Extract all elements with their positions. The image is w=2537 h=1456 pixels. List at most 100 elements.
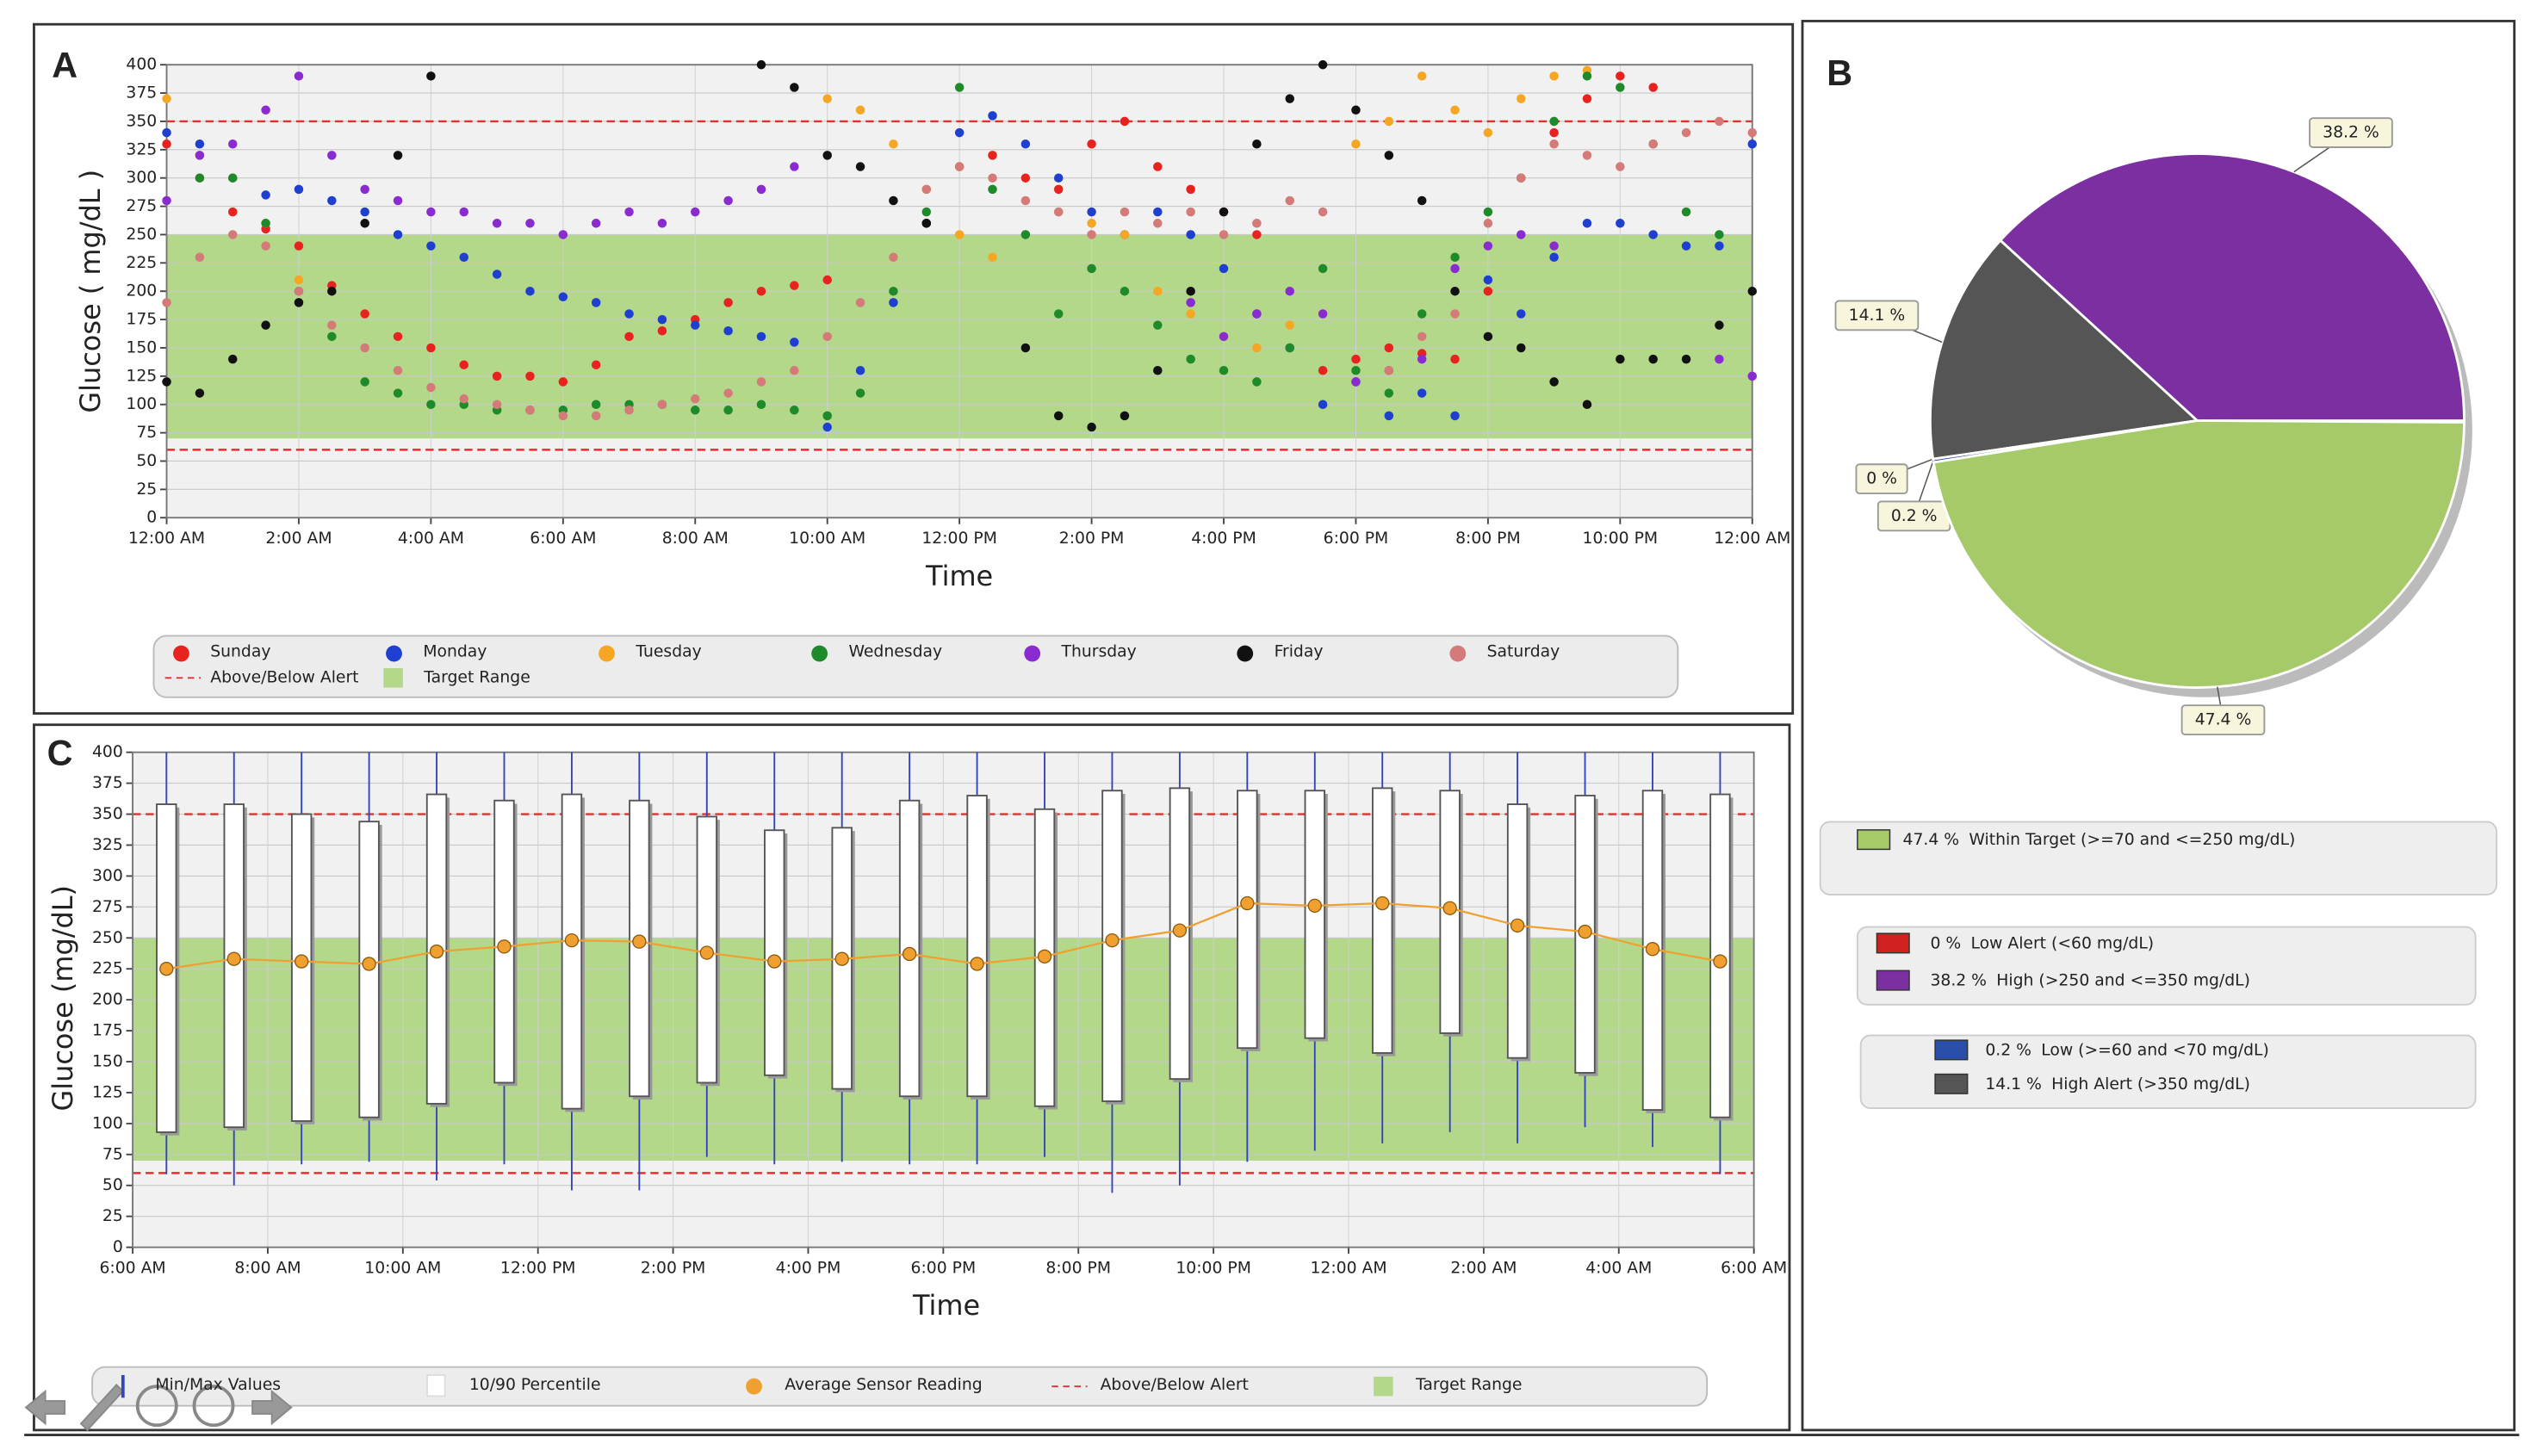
data-point — [756, 184, 766, 195]
data-point — [1483, 207, 1493, 217]
y-tick-label: 50 — [102, 1176, 123, 1194]
x-tick-label: 12:00 PM — [500, 1260, 576, 1278]
back-icon[interactable] — [24, 1389, 66, 1426]
x-tick-label: 12:00 AM — [128, 530, 205, 548]
data-point — [1417, 195, 1427, 206]
y-tick-label: 25 — [102, 1207, 123, 1225]
y-tick-label: 325 — [126, 140, 157, 158]
data-point — [294, 241, 304, 251]
x-tick-label: 6:00 PM — [1324, 530, 1389, 548]
data-point — [1219, 230, 1229, 239]
forward-icon[interactable] — [251, 1389, 293, 1426]
data-point — [921, 219, 932, 228]
mean-point — [226, 951, 241, 966]
data-point — [393, 388, 403, 398]
data-point — [162, 139, 171, 149]
data-point — [1516, 343, 1526, 353]
x-tick-label: 10:00 AM — [789, 530, 865, 548]
data-point — [624, 207, 634, 217]
y-tick-label: 200 — [92, 991, 123, 1009]
data-point — [1483, 275, 1493, 285]
view-icon[interactable] — [135, 1385, 178, 1428]
data-point — [459, 252, 469, 263]
mean-point — [1442, 901, 1457, 915]
legend-name: Low Alert (<60 mg/dL) — [1970, 934, 2154, 952]
data-point — [1252, 309, 1262, 319]
legend-marker — [173, 645, 189, 662]
y-axis-title: Glucose (mg/dL) — [47, 885, 79, 1112]
mean-point — [1037, 949, 1052, 964]
data-point — [822, 275, 832, 285]
legend-label: Average Sensor Reading — [785, 1376, 982, 1394]
legend-box — [152, 635, 1679, 698]
data-point — [756, 331, 766, 342]
data-point — [1053, 309, 1064, 319]
data-point — [624, 331, 634, 342]
more-icon[interactable] — [192, 1385, 235, 1428]
x-tick-label: 8:00 PM — [1045, 1260, 1111, 1278]
y-tick-label: 375 — [126, 84, 157, 102]
data-point — [1417, 309, 1427, 319]
legend-label: Monday — [423, 643, 487, 661]
data-point — [1020, 139, 1031, 149]
legend-marker — [1374, 1376, 1393, 1397]
data-point — [988, 111, 997, 121]
data-point — [393, 151, 403, 160]
data-point — [1351, 354, 1361, 364]
data-point — [1186, 309, 1195, 319]
data-point — [1616, 219, 1625, 228]
x-tick-label: 10:00 PM — [1583, 530, 1659, 548]
data-point — [327, 320, 337, 330]
panel-label: C — [47, 733, 73, 772]
data-point — [1516, 309, 1526, 319]
data-point — [1219, 366, 1229, 375]
data-point — [1384, 343, 1394, 353]
legend-label: Friday — [1275, 643, 1324, 661]
mean-point — [159, 962, 174, 976]
data-point — [558, 292, 568, 302]
data-point — [954, 162, 965, 171]
data-point — [822, 411, 832, 421]
data-point — [790, 281, 799, 290]
data-point — [1616, 354, 1625, 364]
data-point — [1715, 241, 1724, 251]
data-point — [1020, 230, 1031, 239]
data-point — [1715, 354, 1724, 364]
y-tick-label: 300 — [126, 169, 157, 187]
mean-point — [1645, 942, 1660, 957]
data-point — [1450, 263, 1460, 274]
data-point — [657, 219, 667, 228]
data-point — [459, 360, 469, 369]
data-point — [1053, 173, 1064, 183]
data-point — [1153, 320, 1163, 330]
data-point — [195, 139, 205, 149]
data-point — [1384, 116, 1394, 127]
legend-label: Thursday — [1061, 643, 1137, 661]
data-point — [162, 127, 171, 138]
mean-point — [564, 932, 580, 948]
y-tick-label: 100 — [92, 1114, 123, 1132]
callout-box — [1855, 463, 1908, 495]
data-point — [1582, 71, 1592, 81]
data-point — [1582, 151, 1592, 160]
data-point — [954, 83, 965, 92]
data-point — [1252, 230, 1262, 239]
data-point — [1549, 127, 1559, 138]
data-point — [1053, 207, 1064, 217]
x-tick-label: 2:00 AM — [1450, 1260, 1517, 1278]
data-point — [294, 298, 304, 307]
data-point — [657, 325, 667, 336]
mean-point — [1240, 895, 1255, 911]
data-point — [790, 162, 799, 171]
plot-border — [132, 751, 1755, 1248]
data-point — [1153, 162, 1163, 171]
legend-label: Saturday — [1487, 643, 1560, 661]
data-point — [1219, 263, 1229, 274]
legend-marker — [1237, 645, 1254, 662]
data-point — [1549, 139, 1559, 149]
data-point — [889, 286, 898, 296]
x-tick-label: 10:00 PM — [1175, 1260, 1251, 1278]
data-point — [459, 207, 469, 217]
